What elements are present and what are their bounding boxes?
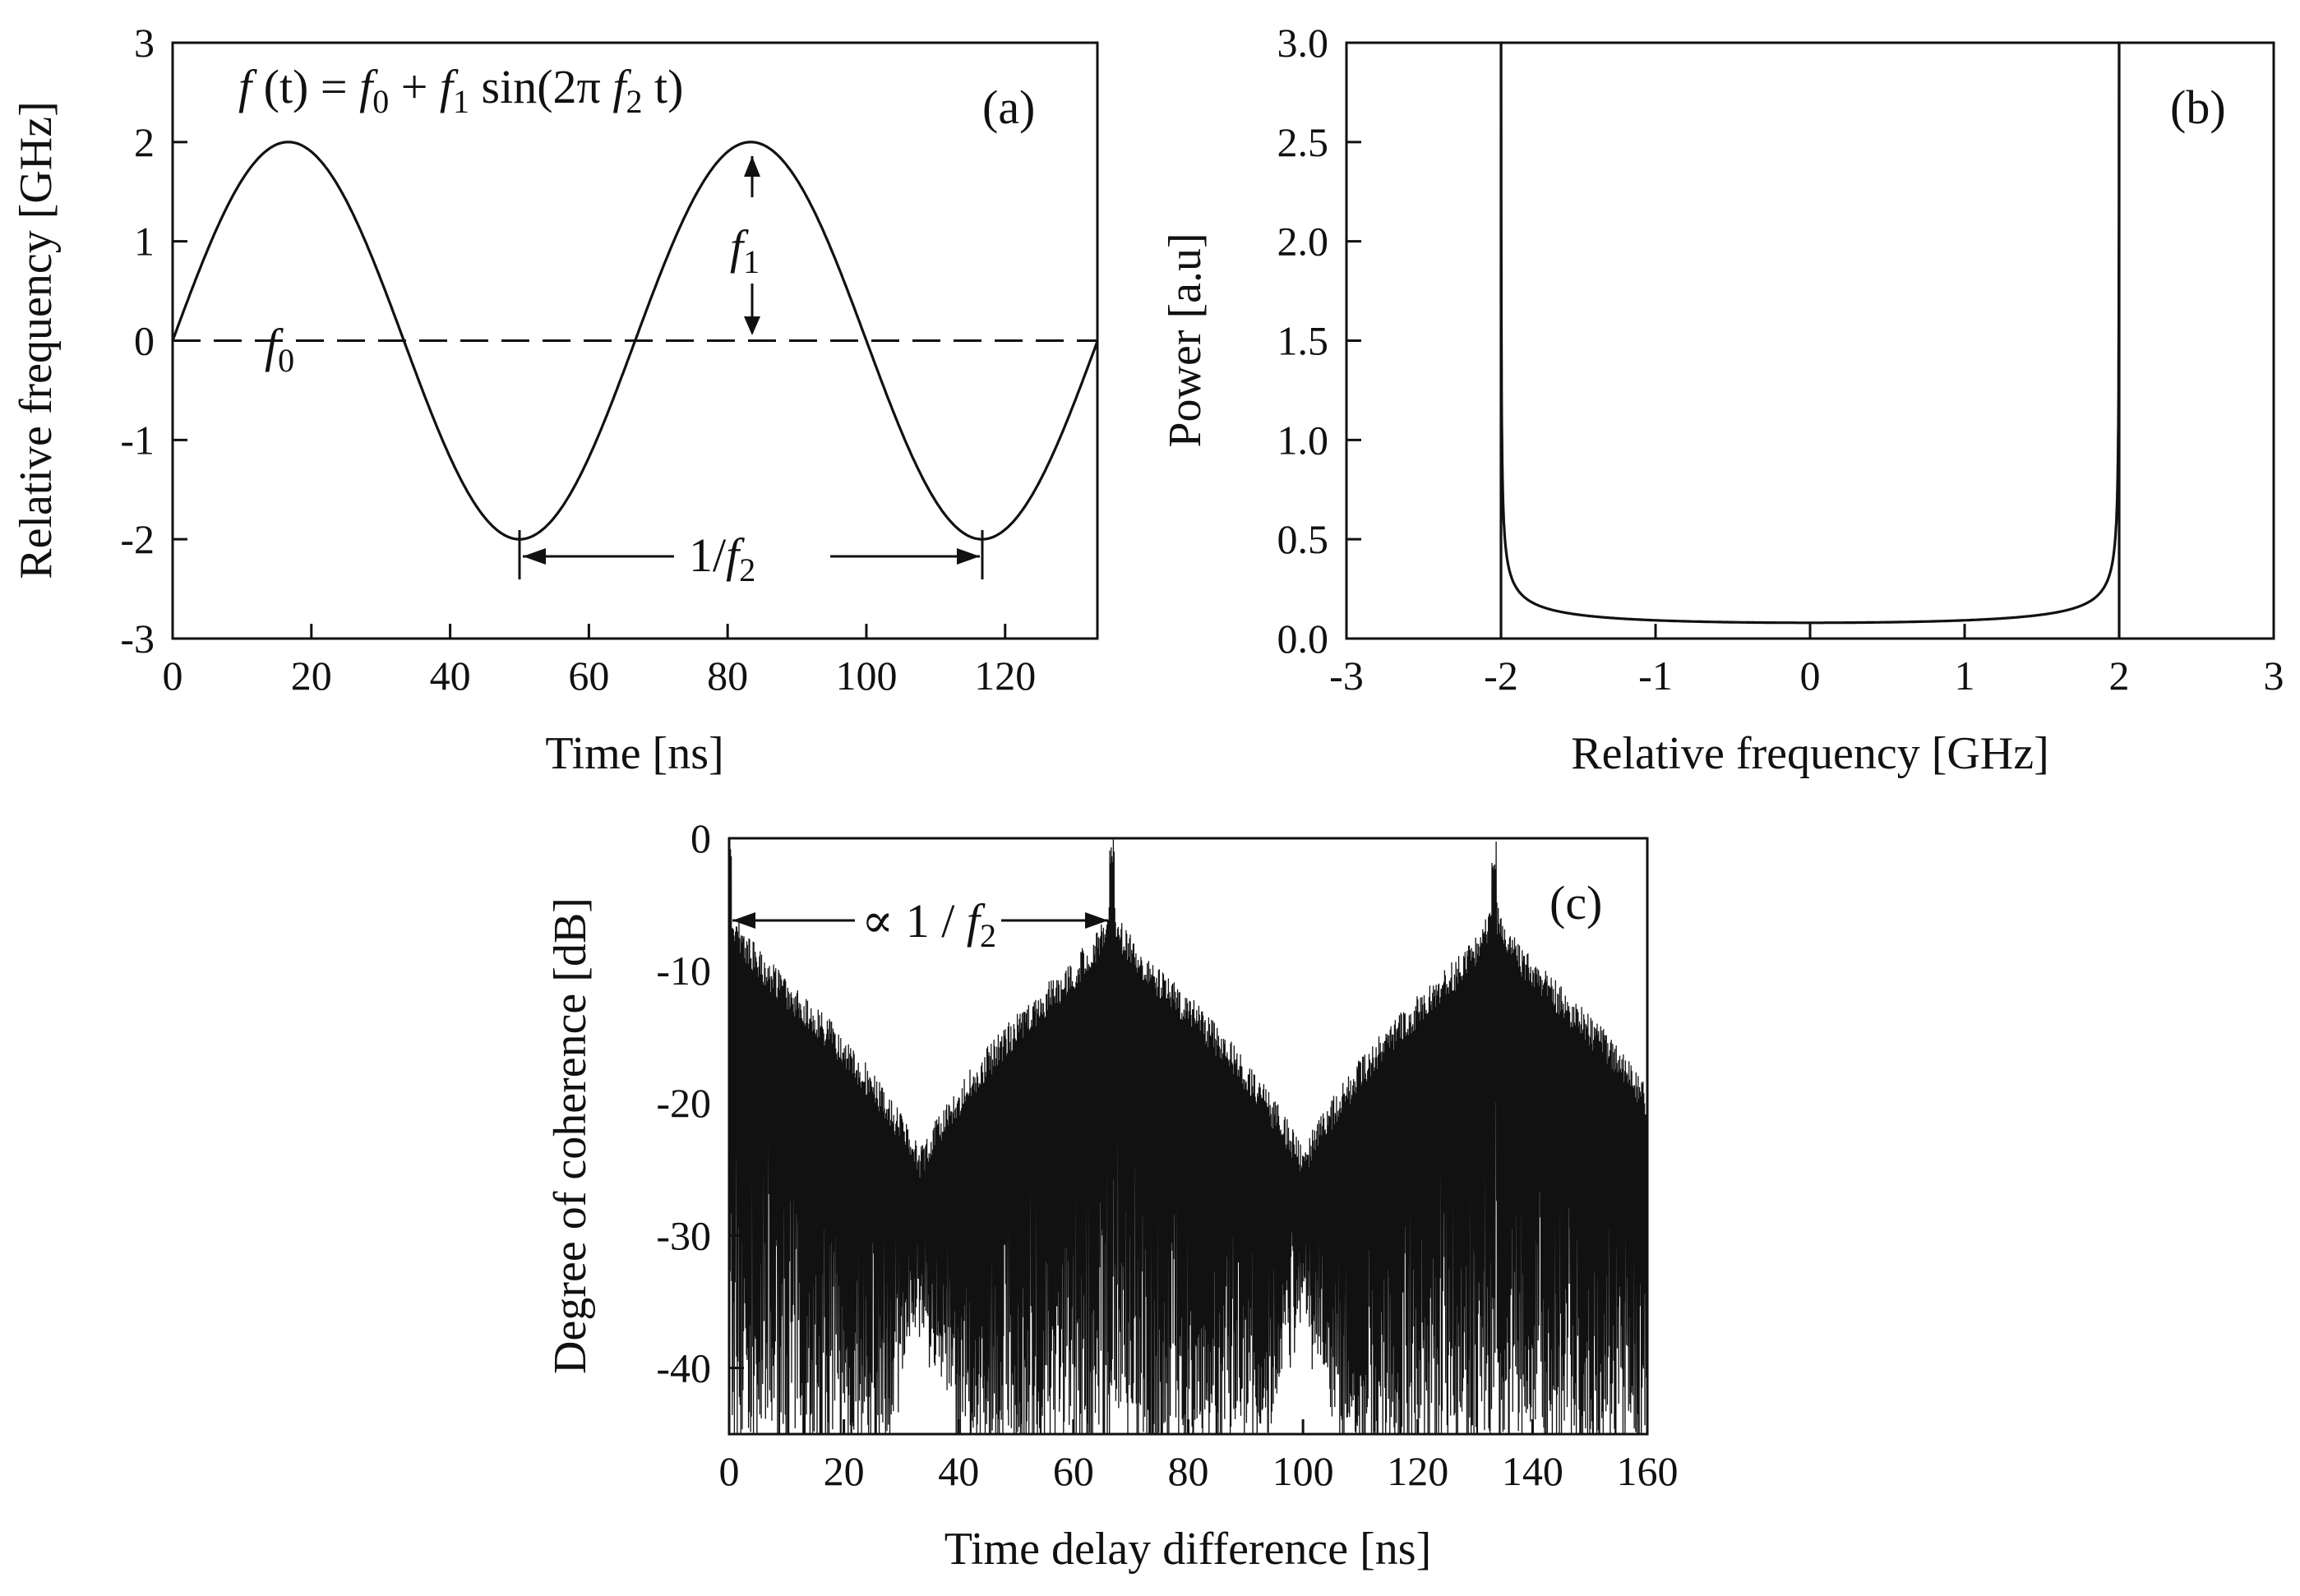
panel-c-xlabel: Time delay difference [ns]	[944, 1524, 1431, 1575]
x-tick-label: 40	[938, 1448, 979, 1494]
panel-c-y-ticks: 0 -10 -20 -30 -40	[656, 815, 744, 1391]
x-tick-label: 120	[974, 653, 1036, 699]
y-tick-label: 0	[134, 318, 155, 364]
x-tick-label: 0	[163, 653, 183, 699]
x-tick-label: 20	[824, 1448, 865, 1494]
panel-c: 0-10-20-30-40 0 20 40 60 80 100 120 140 160 (c) …	[545, 815, 1679, 1575]
panel-a-xlabel: Time [ns]	[545, 728, 723, 779]
y-tick-label: 2.5	[1277, 119, 1329, 165]
x-tick-label: 60	[568, 653, 609, 699]
panel-a-ylabel: Relative frequency [GHz]	[11, 101, 62, 579]
x-tick-label: 40	[430, 653, 471, 699]
panel-c-label: (c)	[1549, 876, 1602, 929]
panel-c-coherence-trace	[729, 838, 1647, 1434]
panel-b: 3.0 2.5 2.0 1.5 1.0 0.5 0.0 -3 -2 -1 0 1 2 3 (b) Rel…	[1160, 20, 2284, 779]
x-tick-label: 0	[1800, 653, 1821, 699]
y-tick-label: 0.5	[1277, 516, 1329, 562]
y-tick-label: -1	[120, 417, 155, 463]
panel-a-period-label: 1/f2	[689, 528, 755, 588]
panel-a-equation: f (t) = f0 + f1 sin(2π f2 t)	[238, 60, 683, 120]
x-tick-label: 80	[1168, 1448, 1209, 1494]
y-tick-label: 2.0	[1277, 219, 1329, 265]
panel-a-f0-label: f0	[265, 319, 294, 379]
panel-b-frame	[1345, 41, 2275, 640]
x-tick-label: 80	[707, 653, 748, 699]
x-tick-label: 140	[1502, 1448, 1563, 1494]
y-tick-label: 0.0	[1277, 616, 1329, 662]
panel-a-period-arrow	[518, 530, 984, 579]
panel-b-y-ticks: 3.0 2.5 2.0 1.5 1.0 0.5 0.0	[1277, 20, 1361, 662]
y-tick-label: 1.0	[1277, 417, 1329, 463]
y-tick-label: -40	[656, 1345, 711, 1391]
panel-b-power-spectrum	[1499, 41, 2121, 639]
panel-a-f1-label: f1	[730, 220, 760, 280]
panel-a-sine-curve	[171, 141, 1099, 541]
x-tick-label: 160	[1617, 1448, 1679, 1494]
y-tick-label: 1	[134, 219, 155, 265]
x-tick-label: 100	[835, 653, 897, 699]
y-tick-label: 1.5	[1277, 318, 1329, 364]
x-tick-label: 2	[2109, 653, 2130, 699]
x-tick-label: 100	[1272, 1448, 1334, 1494]
panel-a-f1-arrow	[744, 156, 760, 335]
x-tick-label: 60	[1053, 1448, 1094, 1494]
y-tick-label: -20	[656, 1080, 711, 1126]
y-tick-label: -3	[120, 616, 155, 662]
y-tick-label: -10	[656, 948, 711, 994]
panel-c-ylabel: Degree of coherence [dB]	[545, 897, 596, 1374]
panel-c-x-ticks: 0 20 40 60 80 100 120 140 160	[719, 1419, 1679, 1494]
y-tick-label: 0	[690, 815, 711, 861]
panel-b-xlabel: Relative frequency [GHz]	[1571, 728, 2049, 779]
panel-b-ylabel: Power [a.u]	[1160, 233, 1211, 447]
panel-a-label: (a)	[982, 81, 1035, 134]
panel-a-x-ticks: 0 20 40 60 80 100 120	[163, 624, 1036, 699]
y-tick-label: 3.0	[1277, 20, 1329, 66]
panel-a-y-ticks: 3 2 1 0 -1 -2 -3	[120, 20, 187, 662]
x-tick-label: 1	[1955, 653, 1975, 699]
x-tick-label: 0	[719, 1448, 740, 1494]
y-tick-label: -30	[656, 1212, 711, 1258]
x-tick-label: 120	[1387, 1448, 1448, 1494]
panel-c-period-arrow	[732, 912, 1108, 929]
y-tick-label: 3	[134, 20, 155, 66]
y-tick-label: -2	[120, 516, 155, 562]
x-tick-label: 20	[291, 653, 332, 699]
x-tick-label: 3	[2264, 653, 2284, 699]
panel-b-x-ticks: -3 -2 -1 0 1 2 3	[1329, 624, 2284, 699]
x-tick-label: -3	[1329, 653, 1364, 699]
panel-b-label: (b)	[2170, 81, 2226, 134]
y-tick-label: 2	[134, 119, 155, 165]
x-tick-label: -2	[1484, 653, 1518, 699]
panel-c-period-label: ∝ 1 / f2	[861, 894, 996, 954]
panel-c-arrow-label-bg	[857, 888, 998, 952]
x-tick-label: -1	[1638, 653, 1673, 699]
panel-a: 3 2 1 0 -1 -2 -3 0 20 40 60 80 100 120 f (t) = f0 + …	[11, 20, 1099, 779]
